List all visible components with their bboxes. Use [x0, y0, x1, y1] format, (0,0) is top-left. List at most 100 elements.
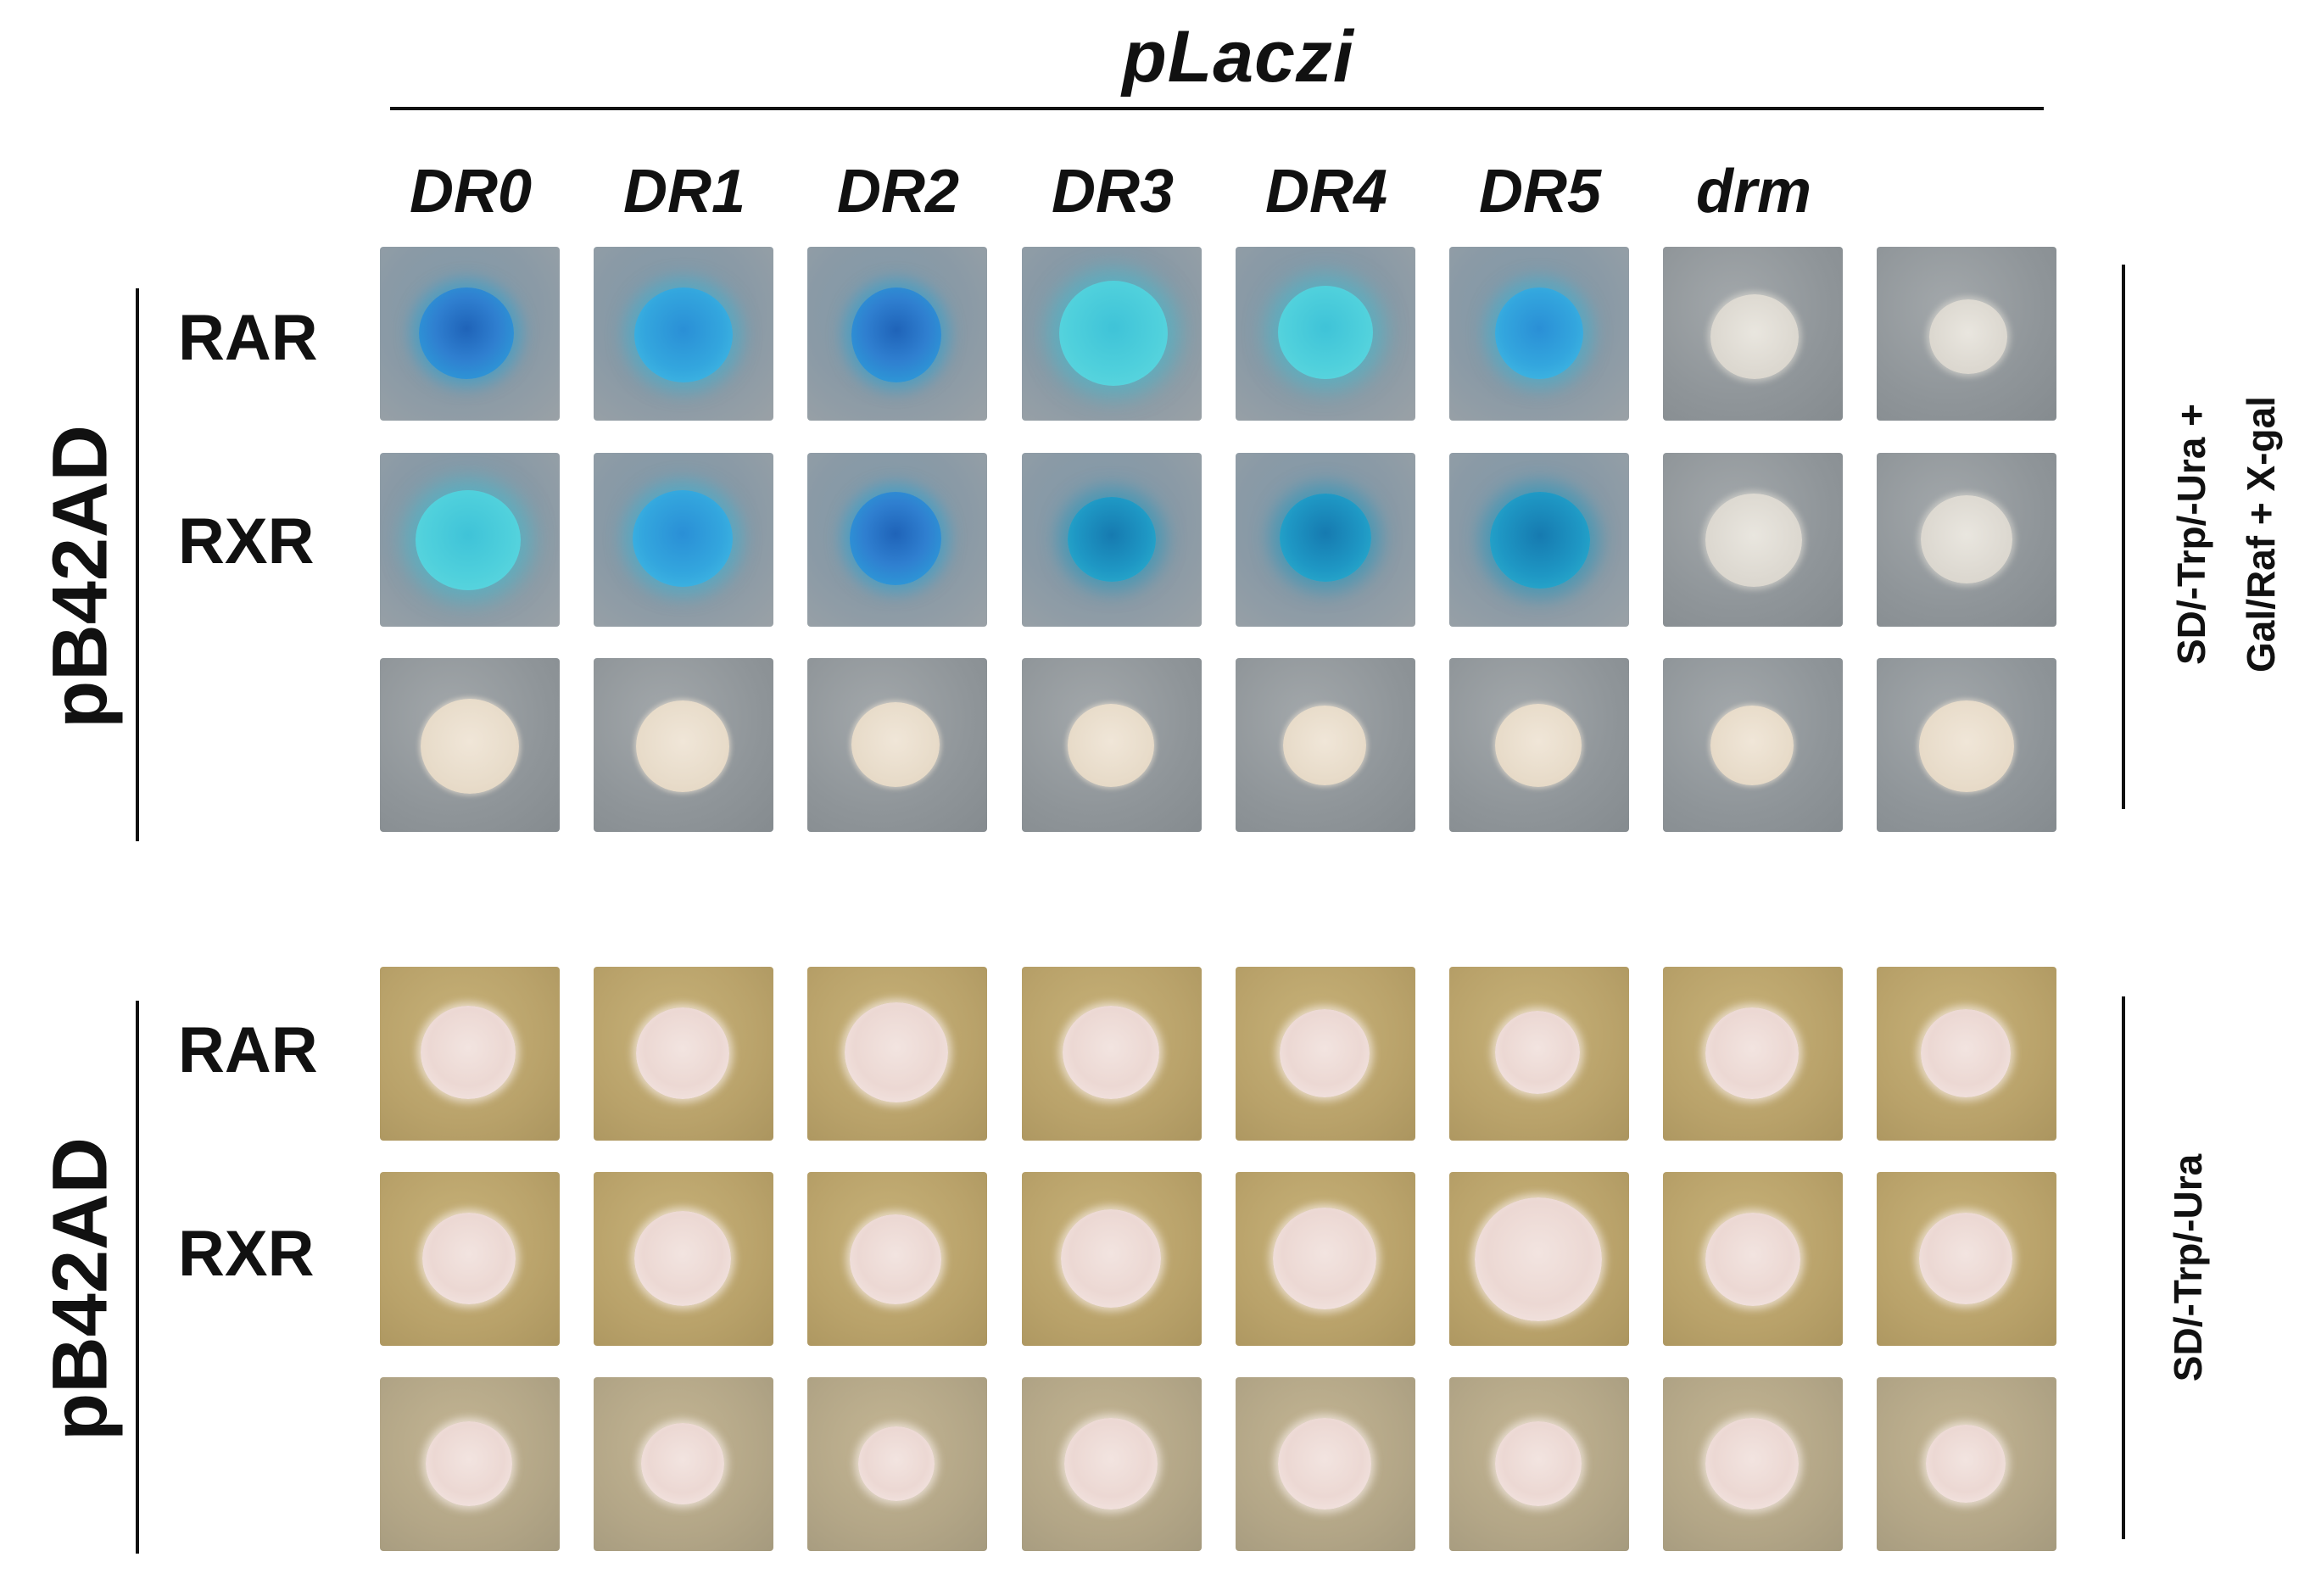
plate-tile — [807, 658, 987, 832]
plate-tile — [1236, 1377, 1415, 1551]
plate-tile — [380, 1172, 560, 1346]
colony-spot — [636, 1007, 729, 1099]
panel1-left-bracket — [136, 288, 139, 841]
colony-spot — [1495, 1421, 1582, 1506]
colony-spot — [1280, 1009, 1370, 1097]
panel2-side-label: pB42AD — [36, 1137, 124, 1441]
plate-tile — [807, 967, 987, 1141]
colony-spot — [1490, 492, 1590, 589]
colony-spot — [850, 492, 941, 585]
panel2-condition-line-1: SD/-Trp/-Ura — [2166, 1153, 2210, 1382]
colony-spot — [422, 1213, 516, 1304]
colony-spot — [1710, 706, 1794, 785]
plate-tile — [1449, 658, 1629, 832]
colony-spot — [633, 490, 733, 587]
colony-spot — [641, 1423, 724, 1504]
colony-spot — [1273, 1208, 1376, 1309]
plate-tile — [1236, 967, 1415, 1141]
plate-tile — [380, 967, 560, 1141]
column-header-dr5: DR5 — [1478, 158, 1602, 226]
plate-tile — [1022, 658, 1202, 832]
plate-tile — [1663, 1172, 1843, 1346]
panel1-condition-line-2: Gal/Raf + X-gal — [2239, 396, 2283, 672]
colony-spot — [1061, 1209, 1161, 1308]
colony-spot — [858, 1426, 935, 1501]
colony-spot — [1495, 1011, 1580, 1094]
plasmid-title: pLaczi — [1122, 16, 1354, 98]
colony-spot — [851, 287, 941, 382]
panel2-row-label-rxr: RXR — [178, 1218, 315, 1290]
plate-tile — [1236, 658, 1415, 832]
plate-tile — [1449, 1377, 1629, 1551]
colony-spot — [1068, 497, 1156, 582]
plate-tile — [1877, 1377, 2056, 1551]
plate-tile — [594, 658, 773, 832]
plate-tile — [1022, 967, 1202, 1141]
colony-spot — [1921, 1009, 2011, 1097]
colony-spot — [1278, 286, 1373, 379]
plate-tile — [1663, 453, 1843, 627]
plate-tile — [1236, 1172, 1415, 1346]
plate-tile — [1022, 247, 1202, 421]
plate-tile — [1877, 967, 2056, 1141]
panel1-side-label: pB42AD — [36, 425, 124, 728]
column-header-drm: drm — [1695, 158, 1812, 226]
column-header-dr1: DR1 — [622, 158, 746, 226]
panel1-condition-label: SD/-Trp/-Ura + Gal/Raf + X-gal — [2157, 396, 2296, 672]
colony-spot — [1705, 494, 1802, 587]
plate-tile — [1877, 658, 2056, 832]
plate-tile — [1449, 967, 1629, 1141]
colony-spot — [1063, 1006, 1159, 1099]
plate-tile — [1236, 453, 1415, 627]
plate-tile — [594, 1377, 773, 1551]
plate-tile — [1449, 453, 1629, 627]
panel1-right-bracket — [2122, 265, 2125, 809]
colony-spot — [1921, 495, 2012, 583]
colony-spot — [426, 1421, 512, 1506]
plate-tile — [1663, 247, 1843, 421]
colony-spot — [1929, 299, 2007, 374]
colony-spot — [1280, 494, 1371, 582]
plate-tile — [807, 1377, 987, 1551]
plate-tile — [380, 658, 560, 832]
colony-spot — [1068, 704, 1154, 787]
panel1-condition-line-1: SD/-Trp/-Ura + — [2169, 404, 2213, 666]
plate-tile — [1449, 1172, 1629, 1346]
colony-spot — [1919, 700, 2014, 792]
plate-tile — [807, 1172, 987, 1346]
title-underline — [390, 107, 2044, 110]
plate-tile — [1022, 453, 1202, 627]
colony-spot — [634, 287, 733, 382]
plate-tile — [1022, 1172, 1202, 1346]
colony-spot — [1919, 1213, 2012, 1304]
panel2-left-bracket — [136, 1001, 139, 1554]
colony-spot — [850, 1214, 941, 1304]
colony-spot — [845, 1002, 948, 1102]
column-header-dr4: DR4 — [1264, 158, 1388, 226]
plate-tile — [594, 1172, 773, 1346]
colony-spot — [419, 287, 514, 379]
colony-spot — [1705, 1007, 1799, 1099]
panel2-right-bracket — [2122, 996, 2125, 1539]
colony-spot — [636, 700, 729, 792]
panel1-row-label-rxr: RXR — [178, 505, 315, 578]
colony-spot — [1495, 287, 1583, 379]
colony-spot — [1926, 1425, 2006, 1503]
plate-tile — [594, 967, 773, 1141]
panel2-row-label-rar: RAR — [178, 1014, 318, 1086]
column-header-dr3: DR3 — [1051, 158, 1175, 226]
plate-tile — [1022, 1377, 1202, 1551]
panel1-row-label-rar: RAR — [178, 302, 318, 374]
colony-spot — [1705, 1418, 1799, 1510]
column-header-dr0: DR0 — [409, 158, 533, 226]
plate-tile — [1663, 967, 1843, 1141]
plate-tile — [1877, 453, 2056, 627]
plate-tile — [807, 247, 987, 421]
plate-tile — [380, 453, 560, 627]
panel2-condition-label: SD/-Trp/-Ura — [2153, 1154, 2223, 1381]
plate-tile — [594, 247, 773, 421]
colony-spot — [634, 1211, 731, 1306]
plate-tile — [807, 453, 987, 627]
colony-spot — [1710, 294, 1799, 379]
plate-tile — [1663, 658, 1843, 832]
